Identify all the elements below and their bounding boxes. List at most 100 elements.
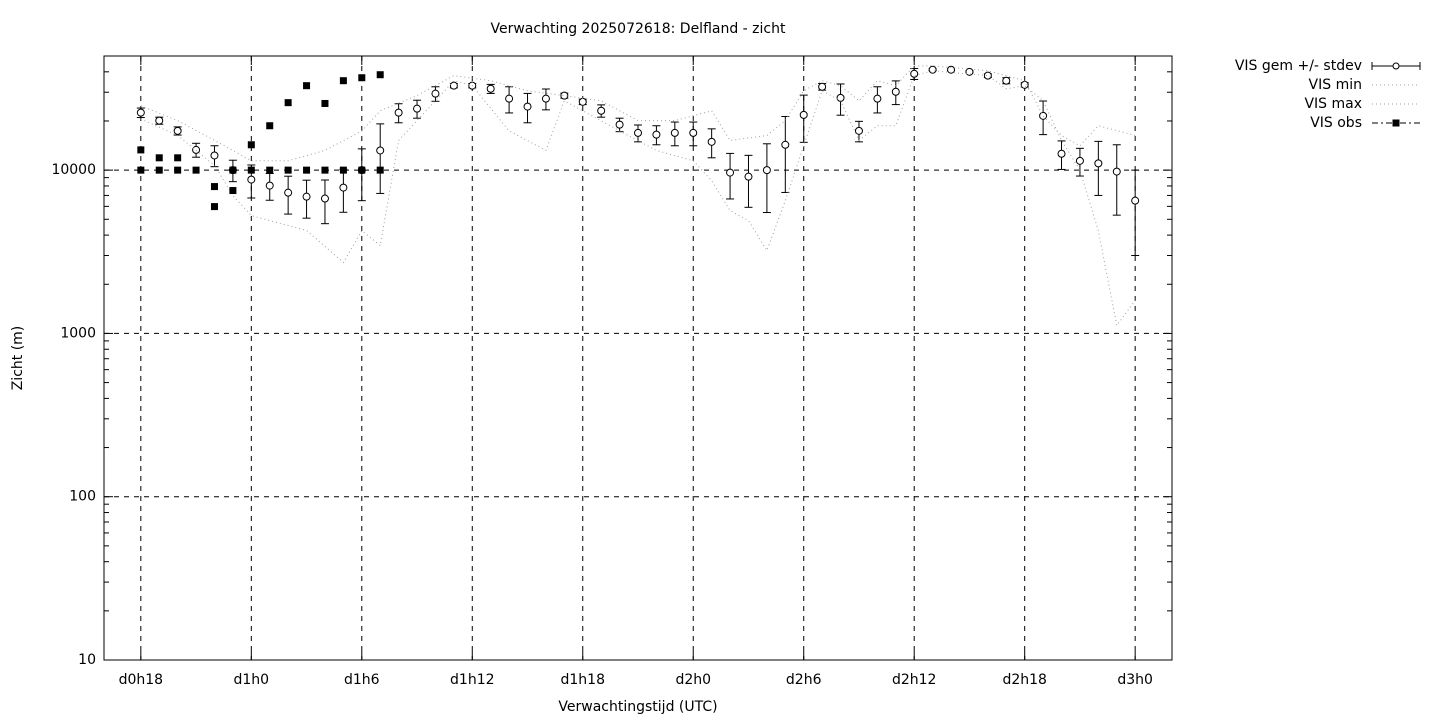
mean-point [928,65,937,74]
mean-point [726,168,735,177]
y-tick-label: 100 [69,489,96,505]
error-point [173,126,182,136]
mean-point [873,94,882,103]
y-axis-label: Zicht (m) [10,326,26,391]
mean-point [818,82,827,91]
x-tick-label: d3h0 [1117,672,1153,688]
error-point [265,172,274,201]
y-tick-label: 10000 [51,162,96,178]
error-point [210,145,219,168]
obs-point [303,82,311,90]
error-point [192,142,201,158]
obs-point [247,141,255,149]
error-point [394,103,403,124]
error-point [357,148,366,202]
mean-point [413,104,422,113]
x-tick-label: d2h0 [675,672,711,688]
mean-point [781,140,790,149]
x-axis-label: Verwachtingstijd (UTC) [558,699,717,715]
mean-point [265,181,274,190]
error-point [652,125,661,146]
error-point [615,117,624,133]
legend-swatch [1392,119,1400,127]
obs-point [358,74,366,82]
error-point [873,86,882,114]
obs-point [229,187,237,195]
error-point [413,99,422,119]
mean-point [891,87,900,96]
error-point [376,123,385,194]
obs-point [137,166,145,174]
error-point [541,88,550,111]
error-point [670,121,679,147]
error-point [505,86,514,114]
error-point [634,124,642,143]
error-point [1002,76,1011,85]
mean-point [1112,167,1121,176]
error-point [523,92,532,124]
error-point [302,179,311,219]
error-point [560,91,569,100]
error-point [726,152,735,200]
mean-point [376,146,385,155]
error-point [155,116,164,125]
mean-point [652,130,661,139]
obs-point [339,166,347,174]
obs-point [155,166,163,174]
error-point [744,154,753,208]
error-point [910,68,919,80]
mean-point [854,126,863,135]
mean-point [339,183,348,192]
mean-point [762,166,771,175]
mean-point [707,137,716,146]
obs-point [247,166,255,174]
obs-point [137,146,145,154]
chart-title: Verwachting 2025072618: Delfland - zicht [491,21,786,37]
mean-point [523,102,532,111]
error-point [431,86,440,102]
mean-point [983,71,992,80]
mean-point [578,97,587,106]
obs-point [376,71,384,79]
error-point [799,94,808,143]
legend-label: VIS max [1304,96,1362,112]
mean-point [173,126,182,135]
obs-point [339,77,347,85]
mean-point [1075,156,1084,165]
mean-point [799,110,808,119]
legend-label: VIS obs [1310,115,1362,131]
error-point [1020,80,1029,89]
x-tick-label: d2h6 [786,672,822,688]
mean-point [210,151,219,160]
mean-point [505,94,514,103]
obs-point [321,99,329,107]
error-point [320,179,329,225]
error-point [836,83,845,116]
obs-point [376,166,384,174]
mean-point [1057,149,1066,158]
error-point [1131,169,1140,257]
mean-point [1039,111,1048,120]
error-point [1057,140,1066,170]
plot-frame [103,55,1173,661]
error-point [1075,147,1084,177]
y-tick-label: 10 [78,652,96,668]
obs-point [174,166,182,174]
x-tick-label: d2h12 [892,672,936,688]
error-point [449,81,458,90]
y-tick-label: 1000 [60,325,96,341]
mean-point [136,108,145,117]
error-point [486,83,495,94]
obs-point [210,203,218,211]
error-point [136,107,145,119]
obs-point [155,154,163,162]
mean-point [302,192,311,201]
mean-point [689,128,698,137]
x-tick-label: d1h0 [234,672,270,688]
mean-point [192,145,201,154]
obs-point [192,166,200,174]
obs-point [358,166,366,174]
error-point [983,71,992,80]
mean-point [394,108,403,117]
